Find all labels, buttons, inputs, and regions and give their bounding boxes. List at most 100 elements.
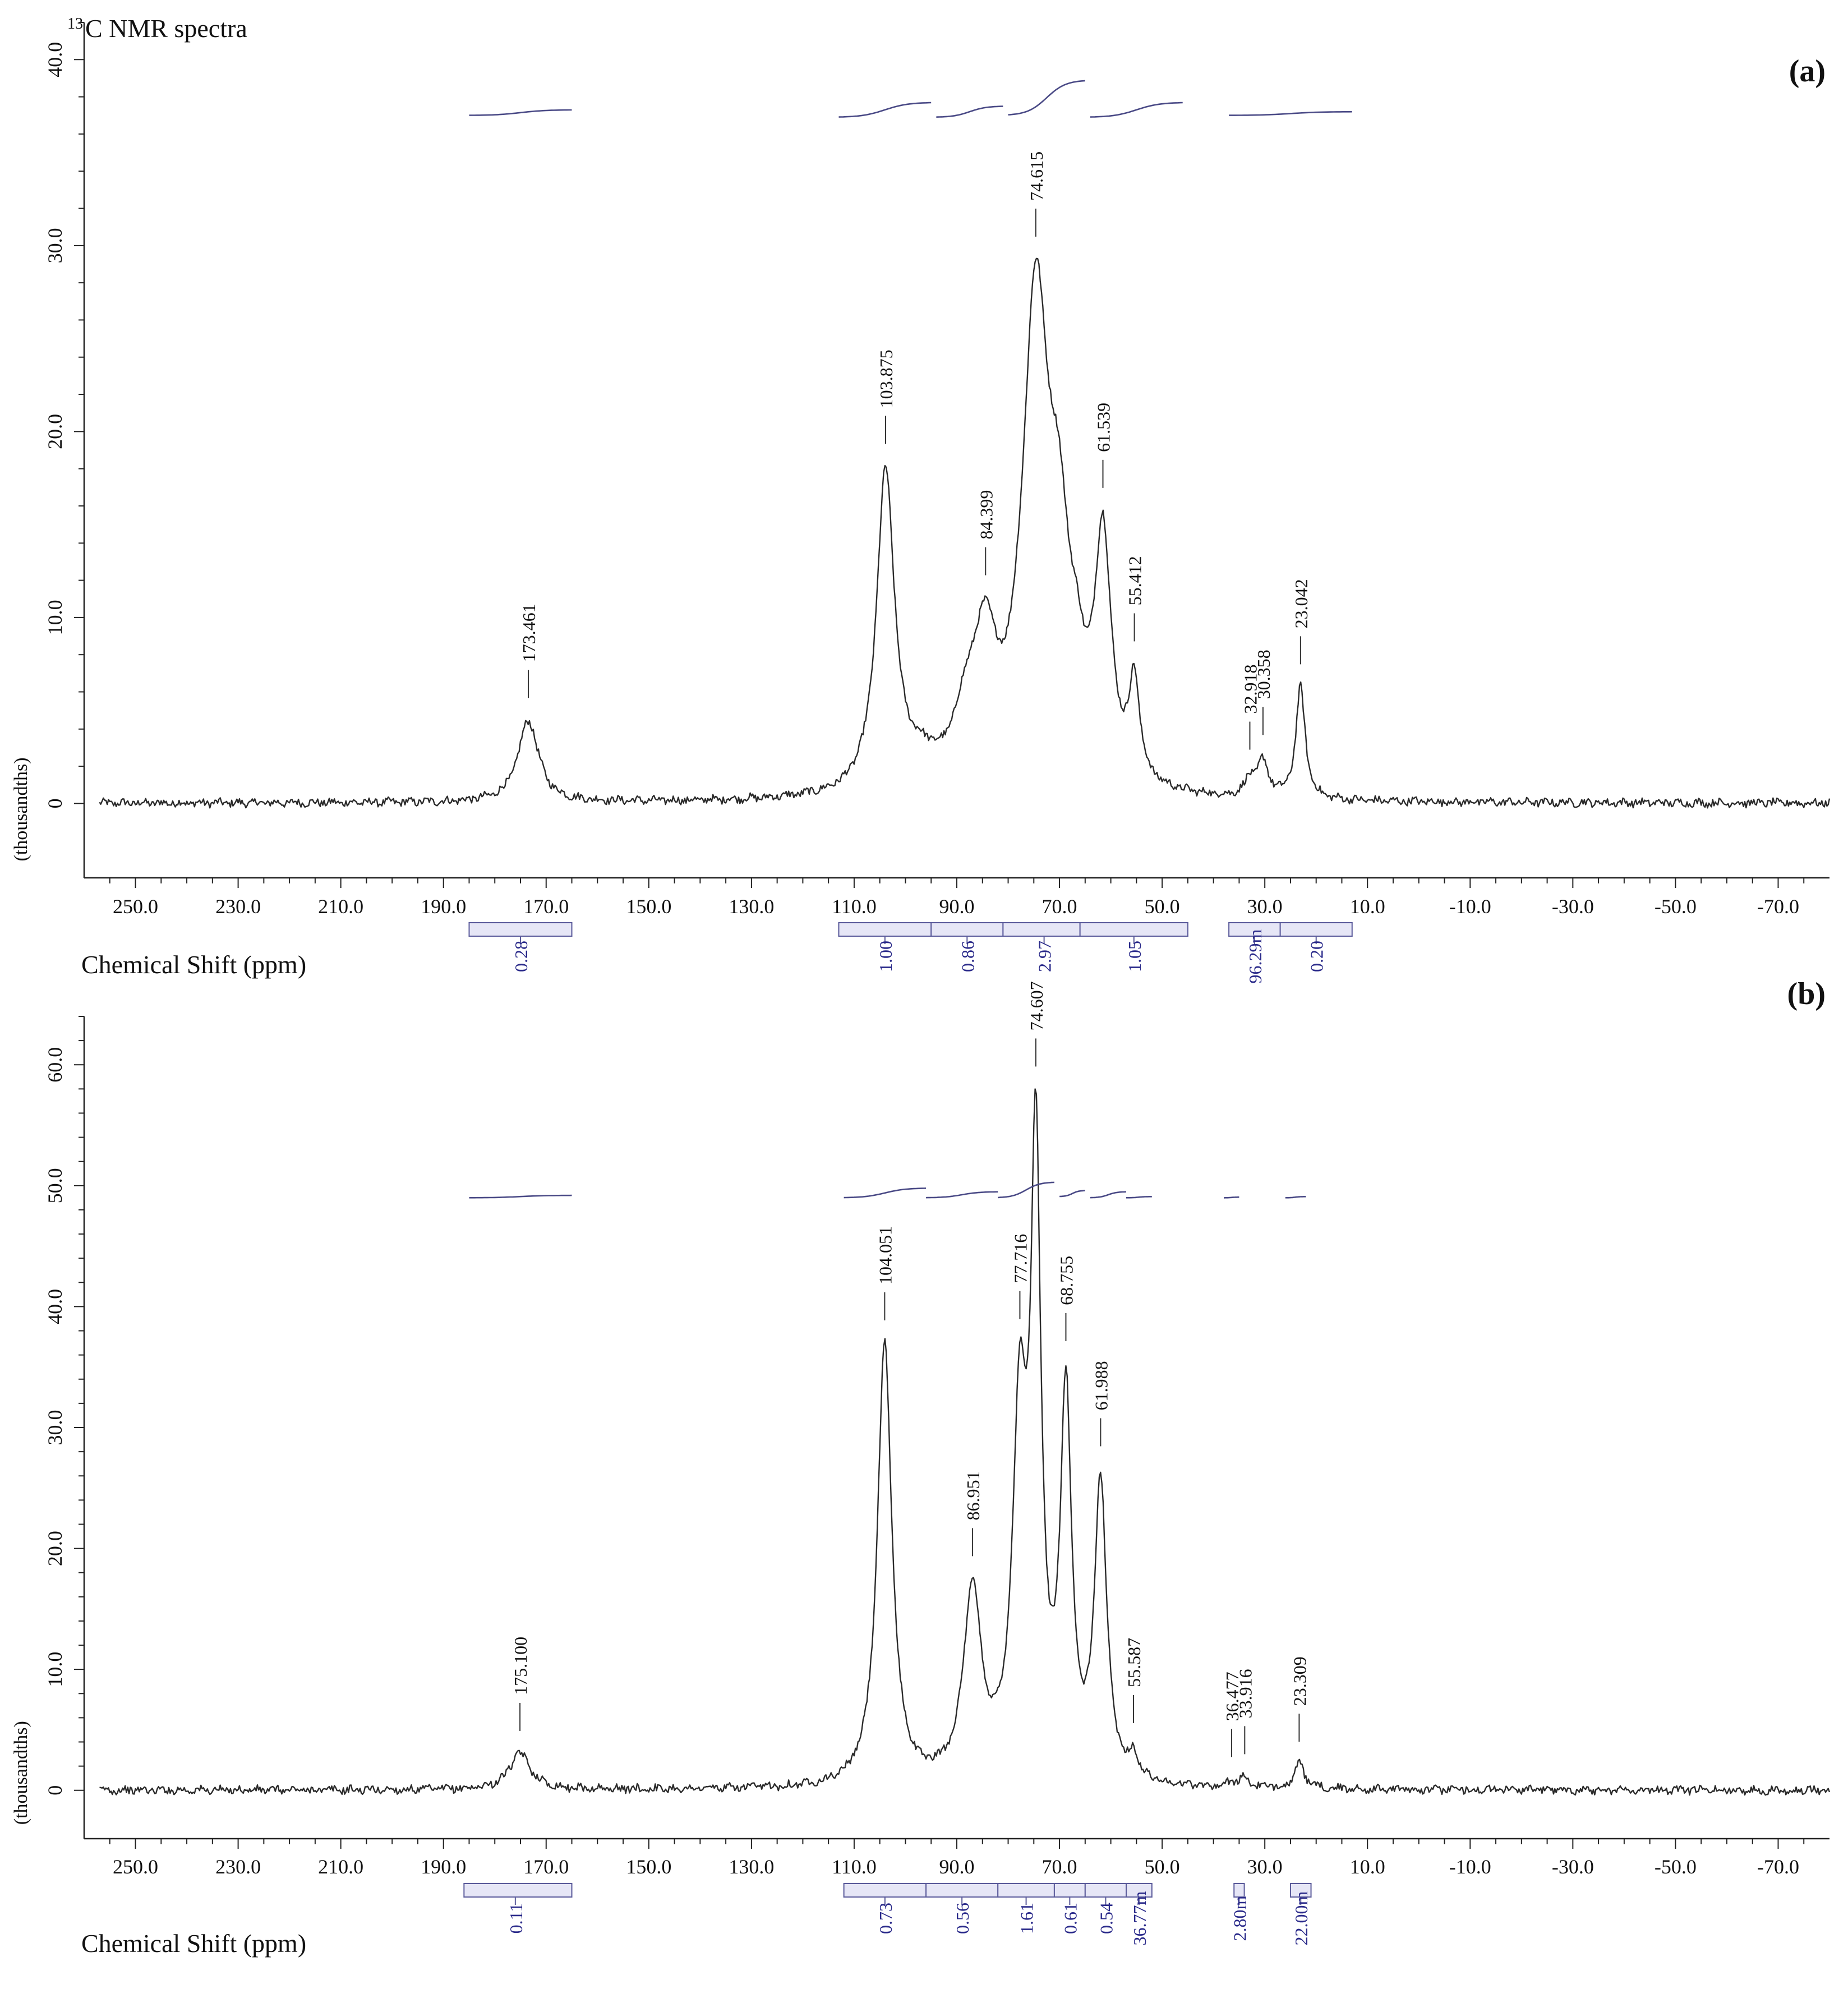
x-tick-label: 210.0 bbox=[318, 895, 363, 918]
x-tick-label: 230.0 bbox=[215, 1856, 261, 1878]
peak-label: 61.539 bbox=[1094, 403, 1114, 452]
integration-curve bbox=[1285, 1196, 1306, 1199]
y-tick-label: 0 bbox=[44, 798, 66, 808]
peak-label: 68.755 bbox=[1056, 1256, 1076, 1305]
x-tick-label: 150.0 bbox=[626, 895, 671, 918]
x-tick-label: 190.0 bbox=[421, 895, 466, 918]
peak-label: 103.875 bbox=[876, 349, 896, 408]
integration-bar bbox=[997, 1883, 1055, 1898]
x-tick-label: 10.0 bbox=[1350, 1856, 1385, 1878]
peak-label: 36.477 bbox=[1222, 1672, 1242, 1721]
integral-value: 0.73 bbox=[875, 1903, 896, 1934]
x-tick-label: -70.0 bbox=[1757, 1856, 1799, 1878]
peak-label: 74.615 bbox=[1026, 151, 1047, 201]
integration-bar bbox=[930, 922, 1004, 937]
peak-label: 84.399 bbox=[976, 490, 996, 540]
integration-curve bbox=[926, 1191, 998, 1199]
x-tick-label: -10.0 bbox=[1449, 895, 1491, 918]
y-tick-label: 10.0 bbox=[44, 1652, 66, 1687]
x-tick-label: 130.0 bbox=[729, 895, 774, 918]
peak-label: 55.412 bbox=[1125, 556, 1145, 605]
integration-bar bbox=[1002, 922, 1081, 937]
integration-bar bbox=[925, 1883, 999, 1898]
integration-curve bbox=[844, 1187, 927, 1199]
x-axis-label: Chemical Shift (ppm) bbox=[81, 950, 306, 979]
y-tick-label: 60.0 bbox=[44, 1047, 66, 1083]
peak-label: 74.607 bbox=[1026, 981, 1047, 1030]
peak-label: 175.100 bbox=[510, 1637, 531, 1695]
integral-value: 0.54 bbox=[1096, 1903, 1116, 1934]
peak-label: 61.988 bbox=[1091, 1361, 1111, 1410]
integration-bar bbox=[463, 1883, 573, 1898]
integration-bar bbox=[843, 1883, 927, 1898]
integral-value: 2.97 bbox=[1035, 941, 1055, 972]
integration-curve bbox=[1090, 102, 1183, 118]
x-tick-label: 250.0 bbox=[113, 895, 158, 918]
y-tick-label: 20.0 bbox=[44, 414, 66, 449]
x-tick-label: 50.0 bbox=[1145, 895, 1180, 918]
x-tick-label: 170.0 bbox=[523, 1856, 569, 1878]
x-tick-label: 170.0 bbox=[523, 895, 569, 918]
integration-curve bbox=[469, 1194, 572, 1199]
peak-label: 104.051 bbox=[875, 1226, 895, 1284]
y-axis-label: (thousandths) bbox=[11, 757, 31, 861]
figure-heading: 13C NMR spectra bbox=[67, 14, 247, 43]
integration-bar bbox=[468, 922, 573, 937]
y-tick-label: 30.0 bbox=[44, 1410, 66, 1445]
x-tick-label: -50.0 bbox=[1655, 895, 1697, 918]
integral-value: 0.56 bbox=[952, 1903, 973, 1934]
peak-label: 23.042 bbox=[1291, 579, 1311, 628]
integral-value: 1.05 bbox=[1125, 941, 1145, 972]
peak-label: 173.461 bbox=[519, 604, 539, 662]
integral-value: 0.86 bbox=[957, 941, 978, 972]
integration-bar bbox=[1279, 922, 1353, 937]
panel-b-spectrum: 250.0 230.0 210.0 190.0 170.0 150.0 130.0 110.0… bbox=[11, 977, 1831, 1958]
x-tick-label: 190.0 bbox=[421, 1856, 466, 1878]
spectrum-line bbox=[99, 257, 1831, 809]
x-tick-label: 110.0 bbox=[832, 895, 877, 918]
y-tick-label: 50.0 bbox=[44, 1168, 66, 1203]
integration-curve bbox=[1224, 1196, 1239, 1199]
peak-label: 23.309 bbox=[1289, 1656, 1310, 1706]
x-tick-label: -50.0 bbox=[1655, 1856, 1697, 1878]
y-tick-label: 40.0 bbox=[44, 42, 66, 77]
integration-bar bbox=[1084, 1883, 1127, 1898]
y-tick-label: 20.0 bbox=[44, 1531, 66, 1566]
x-tick-label: 130.0 bbox=[729, 1856, 774, 1878]
x-tick-label: 150.0 bbox=[626, 1856, 671, 1878]
x-tick-label: -70.0 bbox=[1757, 895, 1799, 918]
x-tick-label: 70.0 bbox=[1042, 1856, 1077, 1878]
integral-value: 1.00 bbox=[875, 941, 896, 972]
x-tick-label: 210.0 bbox=[318, 1856, 363, 1878]
integration-bar bbox=[1233, 1883, 1245, 1898]
peak-label: 77.716 bbox=[1010, 1234, 1030, 1283]
integration-curve bbox=[1090, 1191, 1126, 1199]
x-tick-label: 90.0 bbox=[939, 895, 975, 918]
x-tick-label: 230.0 bbox=[215, 895, 261, 918]
x-axis-label: Chemical Shift (ppm) bbox=[81, 1929, 306, 1958]
x-tick-label: 90.0 bbox=[939, 1856, 975, 1878]
peak-label: 30.358 bbox=[1253, 650, 1274, 699]
x-tick-label: -30.0 bbox=[1552, 1856, 1594, 1878]
integration-curve bbox=[1126, 1196, 1152, 1199]
peak-label: 86.951 bbox=[963, 1471, 983, 1520]
integration-bar bbox=[838, 922, 932, 937]
integration-curve bbox=[1008, 80, 1085, 116]
integration-bar bbox=[1126, 1883, 1153, 1898]
y-axis-label: (thousandths) bbox=[11, 1721, 31, 1825]
integral-value: 0.28 bbox=[511, 941, 531, 972]
x-tick-label: 50.0 bbox=[1145, 1856, 1180, 1878]
integral-value: 1.61 bbox=[1017, 1903, 1037, 1934]
integral-value: 36.77m bbox=[1130, 1891, 1150, 1945]
y-tick-label: 0 bbox=[44, 1785, 66, 1795]
x-tick-label: 30.0 bbox=[1247, 895, 1283, 918]
peak-label: 55.587 bbox=[1124, 1638, 1144, 1687]
figure-heading-text: C NMR spectra bbox=[85, 14, 247, 43]
x-tick-label: 10.0 bbox=[1350, 895, 1385, 918]
peak-label: 32.918 bbox=[1240, 665, 1260, 714]
x-tick-label: -30.0 bbox=[1552, 895, 1594, 918]
integral-value: 2.80m bbox=[1229, 1895, 1250, 1941]
x-tick-label: -10.0 bbox=[1449, 1856, 1491, 1878]
peak-label: 33.916 bbox=[1235, 1669, 1255, 1718]
